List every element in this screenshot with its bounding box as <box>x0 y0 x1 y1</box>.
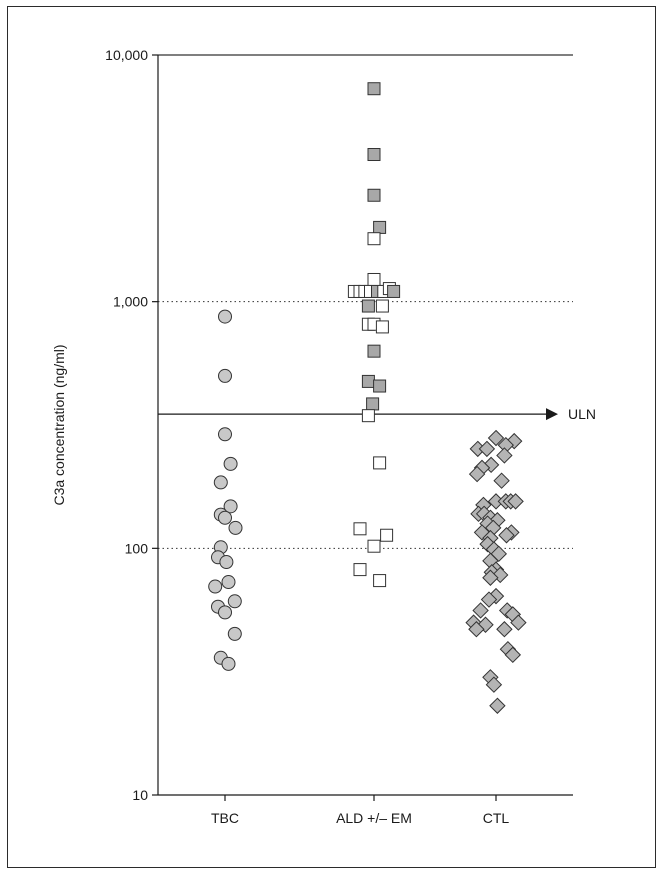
ctl-point <box>478 440 496 458</box>
ctl-point <box>498 527 515 544</box>
ald-point <box>367 82 381 96</box>
ald-point <box>367 188 381 202</box>
ald-point <box>373 456 387 470</box>
y-tick-label: 10 <box>132 787 148 803</box>
ctl-point <box>510 614 527 631</box>
ald-point <box>353 522 367 536</box>
ald-point <box>367 148 381 162</box>
ald-point <box>367 272 381 286</box>
ctl-point <box>482 569 499 586</box>
tbc-point <box>227 626 242 641</box>
tbc-point <box>218 510 232 525</box>
uln-reference: ULN <box>158 406 596 422</box>
figure-frame: C3a concentration (ng/ml) 10 100 1,000 10,0… <box>7 6 656 868</box>
c3a-scatter-chart: C3a concentration (ng/ml) 10 100 1,000 10,0… <box>51 47 596 826</box>
x-tick-label: ALD +/– EM <box>336 810 412 826</box>
tbc-point <box>218 605 232 620</box>
ald-point <box>380 528 394 542</box>
tbc-point <box>228 520 243 535</box>
ctl-point <box>468 621 485 638</box>
tbc-point <box>223 499 238 514</box>
tbc-point <box>221 656 236 671</box>
x-ticks: TBC ALD +/– EM CTL <box>211 795 509 826</box>
ald-point <box>367 344 381 358</box>
ald-point <box>373 574 387 588</box>
ald-point <box>367 232 381 246</box>
ctl-point <box>496 621 513 638</box>
ctl-point <box>472 602 489 619</box>
ald-point <box>361 299 375 313</box>
uln-label: ULN <box>568 406 596 422</box>
tbc-point <box>223 456 238 471</box>
ctl-point <box>504 646 522 664</box>
ctl-point <box>496 447 513 464</box>
ald-point <box>387 284 401 298</box>
ctl-point <box>468 465 486 483</box>
ctl-point <box>489 697 506 714</box>
y-tick-label: 100 <box>125 540 149 556</box>
ald-point <box>375 299 389 313</box>
tbc-point <box>208 579 223 594</box>
ctl-point <box>487 429 505 447</box>
ald-point <box>366 397 380 411</box>
ctl-point <box>485 676 503 693</box>
ald-point <box>353 563 367 577</box>
tbc-point <box>227 594 242 609</box>
ald-point <box>367 539 381 553</box>
ald-point <box>375 320 389 334</box>
tbc-point <box>218 427 232 442</box>
uln-arrow-icon <box>546 408 558 421</box>
axes: C3a concentration (ng/ml) <box>51 55 573 796</box>
tbc-point <box>221 575 236 590</box>
ald-point <box>361 409 375 423</box>
tbc-point <box>213 475 228 490</box>
ald-point <box>373 220 387 234</box>
ctl-point <box>480 591 498 608</box>
ctl-point <box>493 472 510 489</box>
ald-point <box>361 374 375 388</box>
x-tick-label: TBC <box>211 810 239 826</box>
y-ticks: 10 100 1,000 10,000 <box>105 47 158 803</box>
tbc-point <box>219 555 234 570</box>
y-tick-label: 10,000 <box>105 47 148 63</box>
ctl-point <box>507 493 524 510</box>
tbc-point <box>218 309 232 324</box>
y-tick-label: 1,000 <box>113 294 148 310</box>
ald-point <box>373 379 387 393</box>
x-tick-label: CTL <box>483 810 510 826</box>
tbc-point <box>218 368 232 383</box>
y-axis-label: C3a concentration (ng/ml) <box>51 344 67 505</box>
data-points <box>208 82 527 714</box>
